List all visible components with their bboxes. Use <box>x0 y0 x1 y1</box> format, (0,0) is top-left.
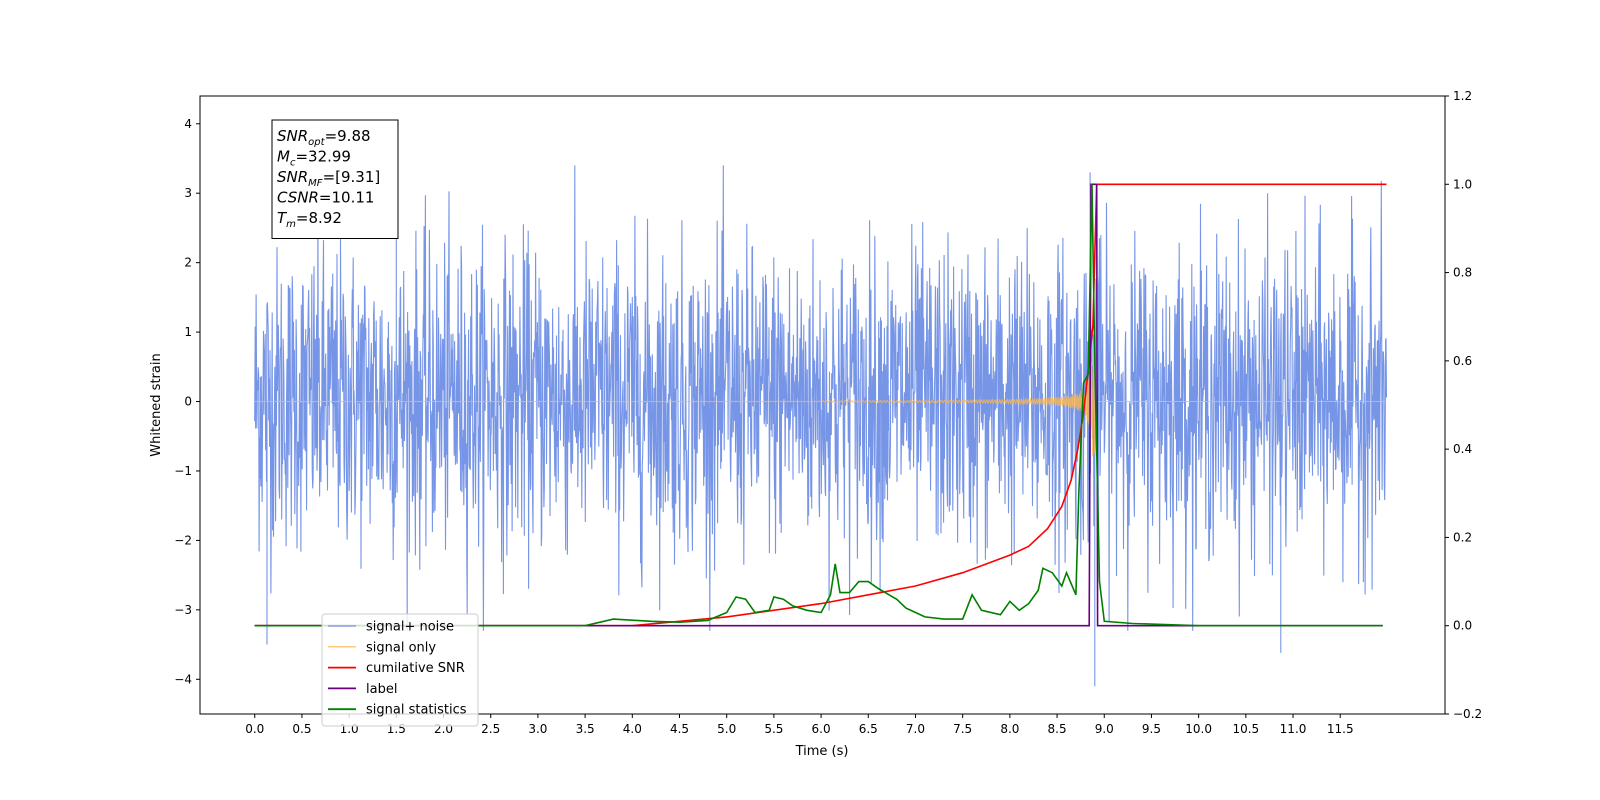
x-tick-label: 5.5 <box>764 722 783 736</box>
info-line: CSNR=10.11 <box>277 189 374 207</box>
y2-tick-label: 0.4 <box>1453 442 1472 456</box>
legend-frame <box>321 613 479 727</box>
plot-frame <box>199 95 1446 715</box>
series-line-signal-only <box>254 344 1387 457</box>
x-tick-label: 6.0 <box>812 722 831 736</box>
x-tick-label: 10.5 <box>1232 722 1259 736</box>
x-tick-label: 8.0 <box>1000 722 1019 736</box>
x-tick-label: 9.5 <box>1142 722 1161 736</box>
y2-tick-label: 0.0 <box>1453 619 1472 633</box>
y-tick-label: 1 <box>184 325 192 339</box>
x-tick-label: 4.0 <box>623 722 642 736</box>
info-box: SNRopt=9.88Mc=32.99SNRMF=[9.31]CSNR=10.1… <box>271 119 399 239</box>
y-tick-label: −1 <box>174 464 192 478</box>
legend-label: signal only <box>366 640 436 655</box>
y-tick-label: −2 <box>174 533 192 547</box>
y2-tick-label: 0.8 <box>1453 266 1472 280</box>
info-line: SNRopt=9.88 <box>277 127 371 148</box>
x-tick-label: 11.5 <box>1327 722 1354 736</box>
y-tick-label: −3 <box>174 603 192 617</box>
y-axis-label: Whitened strain <box>149 353 164 456</box>
legend: signal+ noise signal only cumilative SNR la… <box>321 613 479 727</box>
x-tick-label: 3.5 <box>576 722 595 736</box>
series-line-signal-statistics <box>254 184 1383 627</box>
info-box-frame <box>271 119 399 239</box>
x-tick-label: 3.0 <box>528 722 547 736</box>
x-tick-label: 11.0 <box>1280 722 1307 736</box>
x-tick-label: 0.5 <box>292 722 311 736</box>
x-tick-label: 5.0 <box>717 722 736 736</box>
y2-tick-label: 0.6 <box>1453 354 1472 368</box>
x-tick-label: 9.0 <box>1095 722 1114 736</box>
info-line: Mc=32.99 <box>277 148 351 169</box>
y-tick-label: 2 <box>184 256 192 270</box>
y2-tick-label: 1.0 <box>1453 177 1472 191</box>
x-tick-label: 4.5 <box>670 722 689 736</box>
x-tick-label: 6.5 <box>859 722 878 736</box>
x-tick-label: 10.0 <box>1185 722 1212 736</box>
legend-label: cumilative SNR <box>366 661 465 676</box>
info-line: SNRMF=[9.31] <box>277 168 380 189</box>
y2-tick-label: −0.2 <box>1453 707 1482 721</box>
info-line: Tm=8.92 <box>277 209 342 230</box>
legend-label: signal+ noise <box>366 620 454 635</box>
legend-label: label <box>366 682 397 697</box>
series-line-label <box>254 183 1383 627</box>
y-tick-label: −4 <box>174 672 192 686</box>
y2-tick-label: 0.2 <box>1453 530 1472 544</box>
x-axis-label: Time (s) <box>795 744 849 759</box>
y-tick-label: 3 <box>184 186 192 200</box>
x-tick-label: 7.0 <box>906 722 925 736</box>
series-layer <box>254 155 1388 687</box>
y2-tick-label: 1.2 <box>1453 89 1472 103</box>
x-tick-label: 8.5 <box>1048 722 1067 736</box>
legend-label: signal statistics <box>366 703 467 718</box>
x-tick-label: 2.5 <box>481 722 500 736</box>
y-tick-label: 0 <box>184 395 192 409</box>
x-tick-label: 0.0 <box>245 722 264 736</box>
y-tick-label: 4 <box>184 117 192 131</box>
x-tick-label: 7.5 <box>953 722 972 736</box>
